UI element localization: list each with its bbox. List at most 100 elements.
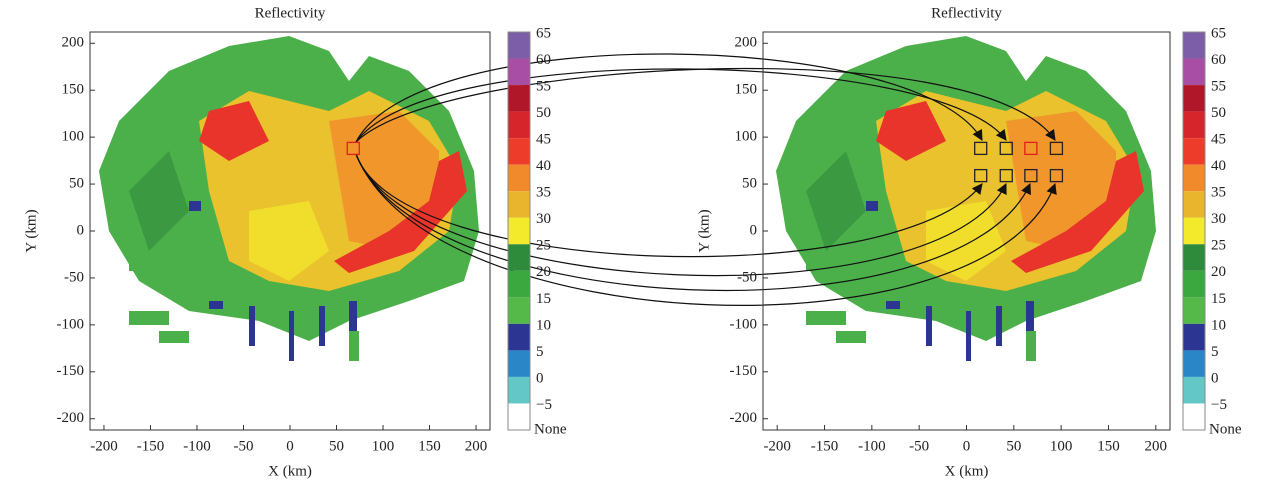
colorbar-segment [1183,217,1205,245]
colorbar-segment [1183,138,1205,165]
colorbar-label: 65 [536,25,551,41]
x-tick-label: -50 [233,438,253,454]
colorbar-label: None [1209,421,1242,437]
marker-box [974,141,988,156]
marker-box [999,141,1013,156]
colorbar-label: 55 [536,79,551,95]
x-axis-label: X (km) [268,463,312,479]
radar-right [776,36,1156,361]
colorbar-segment [1183,323,1205,351]
colorbar-segment [508,350,530,377]
colorbar-segment [1183,58,1205,86]
colorbar-segment [1183,270,1205,298]
x-tick-label: -50 [909,438,929,454]
x-tick-label: 100 [372,438,395,454]
colorbar-label: 60 [1211,52,1226,68]
y-tick-label: -100 [57,316,85,332]
colorbar-label: 10 [536,317,551,333]
colorbar-label: 10 [1211,317,1226,333]
colorbar-segment [1183,32,1205,59]
colorbar-frame [507,31,531,431]
x-axis-label: X (km) [945,463,989,479]
colorbar-label: 50 [1211,105,1226,121]
colorbar-label: 60 [536,52,551,68]
y-tick-label: -150 [730,363,758,379]
y-tick-label: 150 [735,82,758,98]
y-tick-label: -150 [57,363,85,379]
colorbar-segment [1183,376,1205,404]
colorbar-segment [508,191,530,218]
x-tick-label: 200 [465,438,488,454]
colorbar-label: 20 [1211,264,1226,280]
y-tick-label: 200 [62,35,85,51]
colorbar-label: 45 [536,132,551,148]
x-tick-label: 200 [1145,438,1168,454]
colorbar-label: 40 [536,158,551,174]
y-tick-label: 150 [62,82,85,98]
y-tick-label: -50 [737,269,757,285]
colorbar-label: 25 [1211,238,1226,254]
x-tick-label: -150 [811,438,839,454]
marker-box [974,168,988,183]
y-tick-label: -50 [64,269,84,285]
colorbar-label: None [534,421,567,437]
colorbar-segment [1183,403,1205,430]
x-tick-label: -200 [90,438,118,454]
y-tick-label: 0 [77,222,85,238]
marker-box [1049,168,1064,183]
y-tick-label: -200 [730,410,758,426]
x-tick-label: -200 [763,438,791,454]
colorbar-label: −5 [536,397,552,413]
x-tick-label: 0 [963,438,971,454]
colorbar-segment [508,323,530,351]
colorbar-label: 0 [1211,370,1219,386]
x-tick-label: 150 [418,438,441,454]
marker-box [1024,141,1038,156]
colorbar-segment [1183,111,1205,139]
colorbar-label: 5 [1211,344,1219,360]
colorbar-segment [1183,350,1205,377]
y-tick-label: 50 [69,176,84,192]
colorbar-segment [508,164,530,192]
colorbar-label: 0 [536,370,544,386]
y-tick-label: 100 [735,129,758,145]
x-tick-label: 50 [329,438,344,454]
marker-box [999,168,1013,183]
colorbar-label: 35 [1211,185,1226,201]
x-tick-label: 100 [1050,438,1073,454]
colorbar-label: 20 [536,264,551,280]
colorbar-segment [508,297,530,324]
y-tick-label: 0 [750,222,758,238]
y-tick-label: 50 [742,176,757,192]
colorbar-label: 30 [536,211,551,227]
y-tick-label: -100 [730,316,758,332]
colorbar-segment [508,85,530,112]
colorbar-label: −5 [1211,397,1227,413]
x-tick-label: 150 [1097,438,1120,454]
colorbar-segment [508,111,530,139]
y-tick-label: 100 [62,129,85,145]
colorbar-segment [1183,164,1205,192]
y-axis-label: Y (km) [23,209,39,252]
marker-box [1024,168,1038,183]
colorbar-label: 15 [536,291,551,307]
chart-title: Reflectivity [255,5,326,21]
y-tick-label: -200 [57,410,85,426]
colorbar-segment [508,376,530,404]
y-axis-label: Y (km) [696,209,712,252]
colorbar-segment [1183,85,1205,112]
colorbar-label: 50 [536,105,551,121]
colorbar-frame [1182,31,1206,431]
colorbar-label: 25 [536,238,551,254]
colorbar-segment [508,217,530,245]
colorbar-segment [508,403,530,430]
marker-box [1049,141,1064,156]
x-tick-label: -100 [858,438,886,454]
radar-left [99,36,479,361]
colorbar-label: 40 [1211,158,1226,174]
colorbar-segment [508,32,530,59]
colorbar-segment [508,58,530,86]
marker-box [346,141,360,156]
x-tick-label: -150 [137,438,165,454]
colorbar-label: 35 [536,185,551,201]
